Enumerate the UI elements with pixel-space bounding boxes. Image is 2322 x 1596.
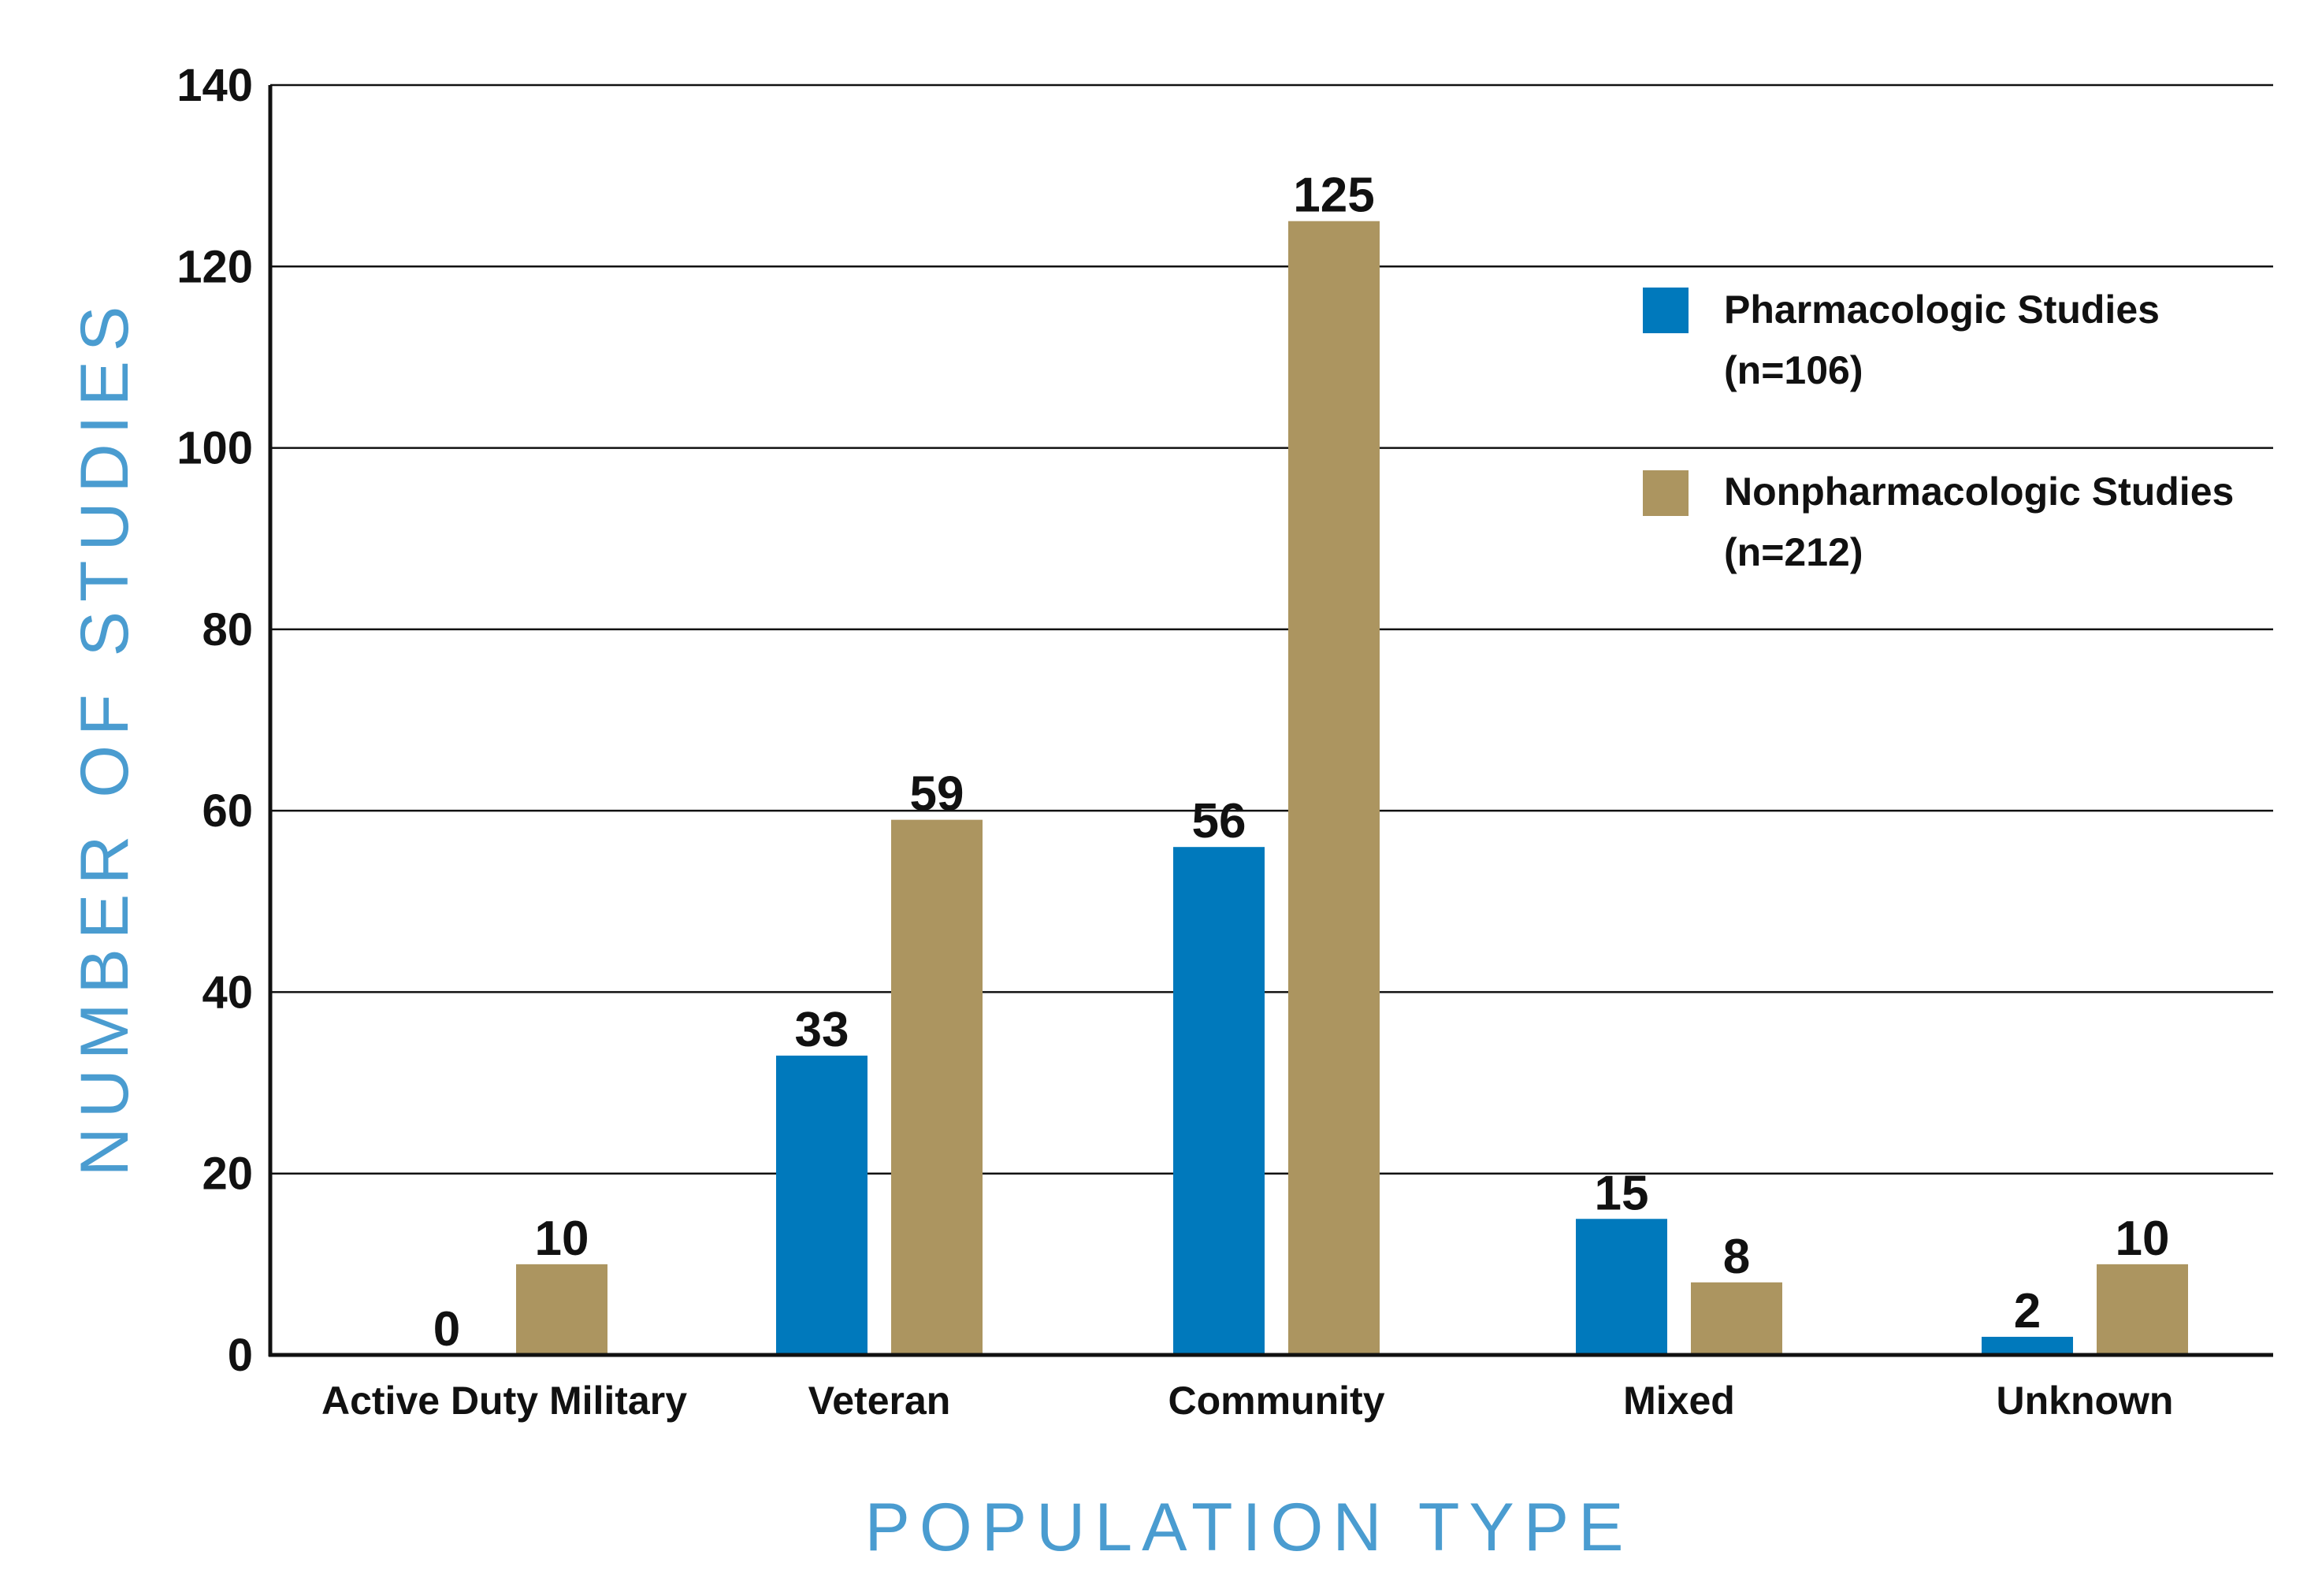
- data-label-pharmacologic: 0: [433, 1302, 460, 1357]
- legend: Pharmacologic Studies (n=106) Nonpharmac…: [1643, 288, 2234, 574]
- legend-note-pharmacologic: (n=106): [1724, 348, 1863, 392]
- bar-nonpharmacologic: [1288, 221, 1380, 1355]
- legend-note-nonpharmacologic: (n=212): [1724, 530, 1863, 574]
- data-label-nonpharmacologic: 10: [535, 1212, 589, 1266]
- y-tick-label: 40: [202, 967, 253, 1018]
- x-axis-title: POPULATION TYPE: [865, 1490, 1633, 1565]
- y-axis-ticks: 0 20 40 60 80 100 120 140: [176, 60, 253, 1381]
- bar-nonpharmacologic: [891, 819, 983, 1355]
- data-label-nonpharmacologic: 8: [1723, 1230, 1750, 1284]
- y-tick-label: 140: [176, 60, 253, 111]
- y-tick-label: 80: [202, 604, 253, 655]
- data-label-pharmacologic: 2: [2014, 1284, 2041, 1338]
- data-label-nonpharmacologic: 125: [1293, 169, 1374, 223]
- x-category-label: Unknown: [1997, 1379, 2174, 1423]
- legend-swatch-nonpharmacologic: [1643, 470, 1689, 516]
- legend-swatch-pharmacologic: [1643, 288, 1689, 333]
- y-tick-label: 0: [228, 1330, 253, 1381]
- gridlines: [270, 84, 2273, 1175]
- x-category-label: Community: [1168, 1379, 1385, 1423]
- legend-label-pharmacologic: Pharmacologic Studies: [1724, 288, 2160, 332]
- bar-nonpharmacologic: [1691, 1282, 1782, 1355]
- axes: [268, 85, 2273, 1357]
- x-category-label: Mixed: [1623, 1379, 1735, 1423]
- bar-pharmacologic: [1576, 1219, 1667, 1355]
- data-label-pharmacologic: 56: [1192, 794, 1246, 848]
- x-axis-categories: Active Duty Military Veteran Community Mixe…: [321, 1379, 2174, 1423]
- y-tick-label: 120: [176, 241, 253, 292]
- bars: [516, 221, 2188, 1355]
- legend-label-nonpharmacologic: Nonpharmacologic Studies: [1724, 470, 2234, 514]
- bar-pharmacologic: [1982, 1336, 2073, 1355]
- bar-nonpharmacologic: [516, 1264, 607, 1355]
- y-tick-label: 20: [202, 1149, 253, 1200]
- x-category-label: Veteran: [808, 1379, 951, 1423]
- y-tick-label: 100: [176, 423, 253, 474]
- data-label-nonpharmacologic: 10: [2116, 1212, 2170, 1266]
- x-category-label: Active Duty Military: [321, 1379, 687, 1423]
- y-tick-label: 60: [202, 785, 253, 837]
- bar-pharmacologic: [1173, 847, 1265, 1355]
- data-label-pharmacologic: 33: [795, 1003, 849, 1057]
- y-axis-title: NUMBER OF STUDIES: [67, 297, 143, 1177]
- bar-nonpharmacologic: [2097, 1264, 2188, 1355]
- bar-pharmacologic: [776, 1056, 867, 1355]
- data-label-nonpharmacologic: 59: [910, 767, 964, 822]
- data-labels: 0 10 33 59 56 125 15 8 2 10: [433, 169, 2170, 1357]
- data-label-pharmacologic: 15: [1595, 1166, 1649, 1220]
